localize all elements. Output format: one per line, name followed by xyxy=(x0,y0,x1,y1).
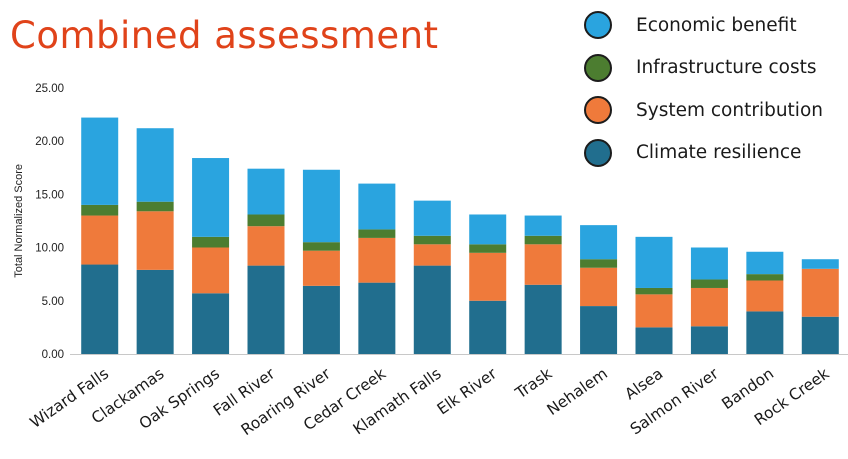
bar-segment-infrastructure-costs xyxy=(580,259,618,268)
bar-segment-economic-benefit xyxy=(580,225,618,260)
legend-item-climate-resilience: Climate resilience xyxy=(584,132,846,175)
bar-segment-climate-resilience xyxy=(469,300,507,354)
bar-segment-economic-benefit xyxy=(358,183,396,230)
bar-segment-system-contribution xyxy=(580,267,618,307)
y-tick-label: 10.00 xyxy=(35,243,64,255)
bar-segment-system-contribution xyxy=(358,237,396,283)
x-tick-label: Elk River xyxy=(434,364,501,418)
bar-segment-infrastructure-costs xyxy=(358,229,396,238)
bar-segment-economic-benefit xyxy=(136,128,174,202)
y-axis-title-group: Total Normalized Score xyxy=(13,164,25,278)
bar-segment-system-contribution xyxy=(413,244,451,266)
bar-segment-infrastructure-costs xyxy=(524,235,562,245)
y-tick-label: 20.00 xyxy=(35,136,64,148)
bar-segment-climate-resilience xyxy=(413,265,451,354)
bar-segment-climate-resilience xyxy=(801,316,839,354)
legend-label-system-contribution: System contribution xyxy=(636,99,823,121)
chart-title: Combined assessment xyxy=(10,14,439,57)
bar-segment-system-contribution xyxy=(469,252,507,301)
bar-segment-system-contribution xyxy=(302,250,340,286)
bar-segment-economic-benefit xyxy=(302,169,340,243)
x-tick-label: Trask xyxy=(511,365,555,403)
bar-segment-climate-resilience xyxy=(580,306,618,354)
bar-segment-system-contribution xyxy=(635,294,673,328)
x-tick-label: Nehalem xyxy=(544,365,611,420)
bar-segment-economic-benefit xyxy=(192,158,230,237)
bar-segment-system-contribution xyxy=(690,287,728,327)
bar-segment-infrastructure-costs xyxy=(635,287,673,295)
bar-segment-system-contribution xyxy=(136,211,174,270)
y-axis-ticks: 0.00 5.00 10.00 15.00 20.00 25.00 xyxy=(35,83,64,361)
bar-segment-system-contribution xyxy=(247,226,285,266)
bar-segment-system-contribution xyxy=(801,268,839,317)
bar-segment-climate-resilience xyxy=(302,285,340,354)
bar-segment-economic-benefit xyxy=(247,168,285,215)
bar-segment-climate-resilience xyxy=(358,282,396,354)
bar-segment-climate-resilience xyxy=(746,311,784,354)
legend-item-system-contribution: System contribution xyxy=(584,89,846,132)
bar-segment-infrastructure-costs xyxy=(690,279,728,288)
legend-item-economic-benefit: Economic benefit xyxy=(584,4,846,47)
bar-segment-economic-benefit xyxy=(413,200,451,236)
legend-label-infrastructure-costs: Infrastructure costs xyxy=(636,57,817,79)
bar-segment-climate-resilience xyxy=(136,269,174,354)
legend-swatch-system-contribution xyxy=(584,96,612,125)
bar-segment-system-contribution xyxy=(746,280,784,312)
bar-segment-climate-resilience xyxy=(635,327,673,354)
legend-swatch-infrastructure-costs xyxy=(584,53,612,82)
bar-segment-economic-benefit xyxy=(469,214,507,245)
bar-segment-climate-resilience xyxy=(247,265,285,354)
bar-segment-system-contribution xyxy=(192,247,230,294)
bar-segment-infrastructure-costs xyxy=(746,274,784,281)
x-tick-label: Alsea xyxy=(622,365,667,404)
bar-segment-economic-benefit xyxy=(81,117,119,205)
bar-segment-economic-benefit xyxy=(635,236,673,288)
bar-segment-climate-resilience xyxy=(524,284,562,354)
bar-segment-economic-benefit xyxy=(524,215,562,236)
legend-swatch-economic-benefit xyxy=(584,11,612,40)
bar-stacks xyxy=(81,117,839,354)
y-axis-title: Total Normalized Score xyxy=(13,164,25,278)
legend-label-climate-resilience: Climate resilience xyxy=(636,142,802,164)
chart-legend: Economic benefit Infrastructure costs Sy… xyxy=(584,4,846,174)
bar-segment-infrastructure-costs xyxy=(247,214,285,227)
bar-segment-economic-benefit xyxy=(801,259,839,269)
bar-segment-infrastructure-costs xyxy=(302,242,340,251)
legend-label-economic-benefit: Economic benefit xyxy=(636,14,797,36)
bar-segment-infrastructure-costs xyxy=(81,204,119,216)
bar-segment-infrastructure-costs xyxy=(192,236,230,248)
y-tick-label: 25.00 xyxy=(35,83,64,95)
y-tick-label: 15.00 xyxy=(35,189,64,201)
bar-segment-climate-resilience xyxy=(192,293,230,354)
bar-segment-infrastructure-costs xyxy=(469,244,507,253)
bar-segment-economic-benefit xyxy=(690,247,728,280)
bar-segment-system-contribution xyxy=(81,215,119,265)
bar-segment-economic-benefit xyxy=(746,251,784,275)
legend-swatch-climate-resilience xyxy=(584,138,612,167)
bar-segment-infrastructure-costs xyxy=(136,201,174,212)
bar-segment-climate-resilience xyxy=(81,264,119,354)
y-tick-label: 0.00 xyxy=(42,349,64,361)
bar-segment-infrastructure-costs xyxy=(413,235,451,245)
y-tick-label: 5.00 xyxy=(42,296,64,308)
bar-segment-system-contribution xyxy=(524,244,562,285)
bar-segment-climate-resilience xyxy=(690,326,728,354)
legend-item-infrastructure-costs: Infrastructure costs xyxy=(584,47,846,90)
